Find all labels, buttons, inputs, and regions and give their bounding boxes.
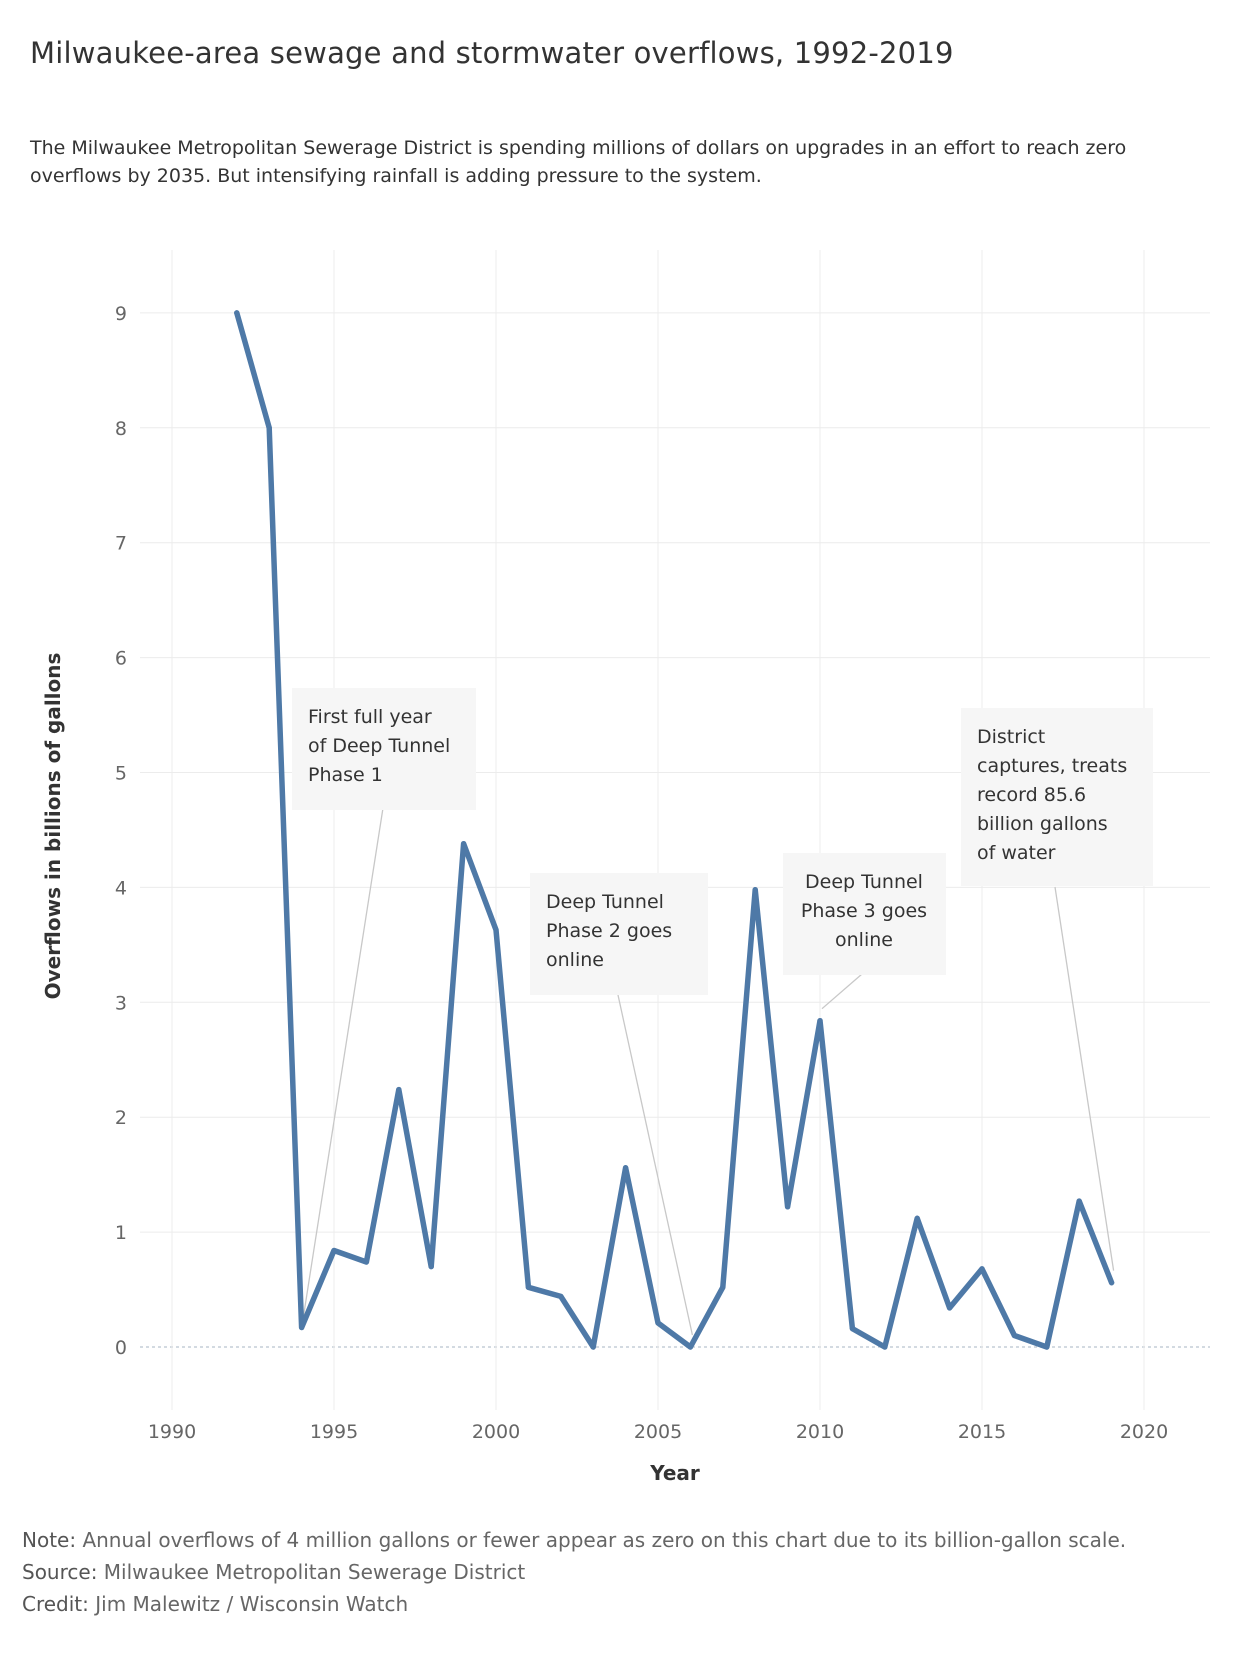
y-tick-label: 3 bbox=[115, 992, 127, 1014]
annotation-label: Deep Tunnel Phase 3 goes online bbox=[801, 871, 927, 951]
data-point bbox=[979, 1266, 985, 1272]
annotation-text-line: of water bbox=[977, 842, 1056, 864]
annotation-label: First full year of Deep Tunnel Phase 1 bbox=[308, 706, 450, 786]
y-tick-label: 1 bbox=[115, 1222, 127, 1244]
data-point bbox=[299, 1324, 305, 1331]
annotation-text-line: Phase 1 bbox=[308, 764, 383, 786]
data-point bbox=[558, 1293, 564, 1300]
data-point bbox=[882, 1344, 888, 1350]
data-point bbox=[752, 887, 758, 893]
data-point bbox=[1076, 1198, 1082, 1204]
data-point bbox=[525, 1284, 532, 1290]
x-tick-label: 2005 bbox=[634, 1421, 682, 1443]
x-axis-title: Year bbox=[649, 1461, 700, 1485]
annotation-box bbox=[961, 708, 1153, 886]
data-point bbox=[1109, 1280, 1115, 1286]
data-point bbox=[1044, 1344, 1050, 1350]
x-tick-label: 1995 bbox=[310, 1421, 358, 1443]
data-point bbox=[266, 425, 272, 431]
y-tick-label: 5 bbox=[115, 763, 127, 785]
data-point bbox=[396, 1087, 402, 1093]
x-tick-label: 2010 bbox=[796, 1421, 844, 1443]
annotation-text-line: Phase 2 goes bbox=[546, 920, 672, 942]
y-tick-label: 2 bbox=[115, 1107, 127, 1129]
y-tick-label: 8 bbox=[115, 418, 127, 440]
data-point bbox=[687, 1344, 694, 1350]
annotation-text-line: First full year bbox=[308, 706, 432, 728]
data-point bbox=[623, 1165, 629, 1171]
data-point bbox=[363, 1259, 369, 1265]
annotation-text-line: Deep Tunnel bbox=[805, 871, 923, 893]
chart-subtitle: The Milwaukee Metropolitan Sewerage Dist… bbox=[30, 137, 1127, 187]
note-label: Note: bbox=[22, 1528, 77, 1552]
annotation-text-line: Deep Tunnel bbox=[546, 891, 664, 913]
data-point bbox=[590, 1344, 596, 1350]
annotation-label: Deep Tunnel Phase 2 goes online bbox=[546, 891, 672, 971]
annotation-text-line: District bbox=[977, 726, 1045, 748]
annotation-box bbox=[292, 688, 476, 810]
data-point bbox=[785, 1204, 791, 1210]
annotation-text-line: billion gallons bbox=[977, 813, 1108, 835]
annotation-text-line: online bbox=[835, 929, 893, 951]
source-label: Source: bbox=[22, 1560, 98, 1584]
data-point bbox=[461, 841, 467, 847]
annotation-leader-line bbox=[821, 973, 863, 1010]
annotation-leader-line bbox=[302, 807, 384, 1316]
data-point bbox=[234, 310, 240, 316]
x-tick-label: 2015 bbox=[958, 1421, 1006, 1443]
data-point bbox=[428, 1263, 434, 1270]
annotation-label: District captures, treats record 85.6 billi… bbox=[977, 726, 1127, 864]
y-tick-label: 6 bbox=[115, 648, 127, 670]
data-point bbox=[1011, 1332, 1018, 1339]
data-point bbox=[817, 1018, 823, 1024]
credit-label: Credit: bbox=[22, 1592, 89, 1616]
annotation-text-line: record 85.6 bbox=[977, 784, 1086, 806]
data-point bbox=[493, 927, 499, 933]
y-axis-title: Overflows in billions of gallons bbox=[41, 653, 65, 1000]
source-text: Milwaukee Metropolitan Sewerage District bbox=[97, 1560, 526, 1584]
annotation-box bbox=[530, 873, 708, 995]
data-point bbox=[914, 1215, 920, 1221]
series-line bbox=[234, 310, 1115, 1350]
data-point bbox=[655, 1320, 661, 1326]
note-line: Note: Annual overflows of 4 million gall… bbox=[22, 1524, 1126, 1556]
annotation-text-line: Phase 3 goes bbox=[801, 900, 927, 922]
annotation-text-line: online bbox=[546, 949, 604, 971]
chart-title: Milwaukee-area sewage and stormwater ove… bbox=[30, 36, 954, 70]
credit-text: Jim Malewitz / Wisconsin Watch bbox=[88, 1592, 409, 1616]
annotation-leader-line bbox=[1054, 886, 1115, 1271]
annotation-leader-line bbox=[617, 994, 694, 1336]
credit-line: Credit: Jim Malewitz / Wisconsin Watch bbox=[22, 1588, 1126, 1620]
data-point bbox=[947, 1305, 953, 1311]
x-tick-label: 1990 bbox=[148, 1421, 196, 1443]
x-tick-label: 2020 bbox=[1120, 1421, 1168, 1443]
y-tick-label: 9 bbox=[115, 303, 127, 325]
y-tick-label: 7 bbox=[115, 533, 127, 555]
annotation-text-line: captures, treats bbox=[977, 755, 1127, 777]
annotation-text-line: of Deep Tunnel bbox=[308, 735, 450, 757]
y-tick-label: 4 bbox=[115, 877, 127, 899]
note-text: Annual overflows of 4 million gallons or… bbox=[76, 1528, 1127, 1552]
data-point bbox=[849, 1326, 856, 1332]
data-point bbox=[720, 1284, 726, 1290]
annotation-box bbox=[783, 853, 946, 975]
source-line: Source: Milwaukee Metropolitan Sewerage … bbox=[22, 1556, 1126, 1588]
chart-notes: Note: Annual overflows of 4 million gall… bbox=[22, 1524, 1126, 1620]
data-point bbox=[331, 1247, 337, 1254]
y-tick-label: 0 bbox=[115, 1337, 127, 1359]
x-tick-label: 2000 bbox=[472, 1421, 520, 1443]
line-chart: 0 1 2 3 4 5 6 7 8 9 1990 1995 2000 2005 2010 2015 2020 F… bbox=[41, 250, 1210, 1485]
